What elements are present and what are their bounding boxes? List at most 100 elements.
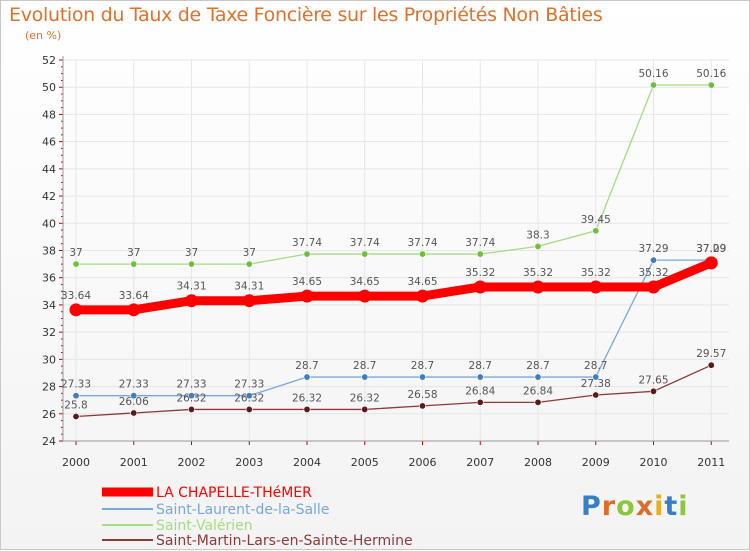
series-0-value-label: 34.31 — [234, 281, 264, 293]
chart-title: Evolution du Taux de Taxe Foncière sur l… — [9, 4, 603, 26]
series-2-value-label: 37.74 — [350, 237, 380, 249]
series-3-point — [245, 405, 253, 413]
logo-letter: r — [601, 491, 617, 522]
y-tick-label: 36 — [42, 272, 56, 285]
series-1-point — [188, 392, 196, 400]
series-0-point — [358, 289, 372, 303]
series-2-point — [534, 242, 542, 250]
series-1-line — [75, 259, 712, 397]
series-1-value-label: 27.33 — [61, 379, 91, 391]
series-3-line — [75, 364, 712, 418]
y-tick-label: 34 — [42, 299, 56, 312]
series-2-value-label: 37 — [243, 247, 256, 259]
series-3-value-label: 29.57 — [696, 348, 726, 360]
series-0-value-label: 35.32 — [465, 267, 495, 279]
series-1-point — [418, 373, 426, 381]
series-1-value-label: 28.7 — [584, 360, 607, 372]
x-tick-label: 2011 — [697, 456, 725, 469]
series-1-point — [476, 373, 484, 381]
series-3-point — [72, 413, 80, 421]
logo-letter: P — [581, 491, 602, 522]
x-tick-label: 2004 — [293, 456, 321, 469]
series-2-point — [303, 250, 311, 258]
series-3-value-label: 26.32 — [292, 392, 322, 404]
y-tick-label: 44 — [42, 163, 56, 176]
series-3-point — [592, 391, 600, 399]
series-0-value-label: 34.65 — [407, 276, 437, 288]
series-3-point — [188, 405, 196, 413]
legend-label: Saint-Laurent-de-la-Salle — [156, 502, 329, 518]
series-2-value-label: 39.45 — [581, 214, 611, 226]
proxiti-logo: Proxiti — [581, 491, 689, 522]
series-0-value-label: 35.32 — [581, 267, 611, 279]
series-1-value-label: 28.7 — [295, 360, 318, 372]
series-1-value-label: 27.33 — [234, 379, 264, 391]
series-0-value-label: 35.32 — [523, 267, 553, 279]
x-tick-label: 2005 — [351, 456, 379, 469]
series-3-point — [476, 398, 484, 406]
logo-letter: t — [664, 491, 679, 522]
legend-label: Saint-Valérien — [156, 518, 253, 534]
series-3-value-label: 25.8 — [64, 400, 87, 412]
series-2-point — [418, 250, 426, 258]
series-3-value-label: 26.06 — [119, 396, 149, 408]
series-0-point — [185, 294, 198, 308]
y-tick-label: 52 — [42, 54, 56, 67]
series-1-point — [130, 392, 138, 400]
series-0-point — [589, 280, 603, 294]
series-1-value-label: 37.29 — [638, 243, 668, 255]
x-tick-label: 2008 — [524, 456, 552, 469]
y-tick-label: 50 — [42, 81, 56, 94]
logo-letter: i — [654, 491, 665, 522]
series-1-point — [534, 373, 542, 381]
series-0-point — [531, 280, 545, 294]
series-1-value-label: 28.7 — [411, 360, 434, 372]
series-3-value-label: 26.84 — [465, 385, 495, 397]
series-1-point — [592, 373, 600, 381]
y-tick-label: 26 — [42, 408, 56, 421]
y-tick-label: 28 — [42, 381, 56, 394]
series-2-value-label: 37 — [69, 247, 82, 259]
series-0-line — [71, 258, 716, 315]
logo-letter: i — [678, 491, 689, 522]
series-1-point — [303, 373, 311, 381]
series-1-value-label: 28.7 — [526, 360, 549, 372]
x-tick-label: 2000 — [62, 456, 90, 469]
chart-subtitle: (en %) — [25, 29, 62, 42]
series-0-value-label: 35.32 — [638, 267, 668, 279]
axes: 24 26 28 30 32 34 36 38 40 42 44 46 48 50 52 2000 2001 20… — [42, 54, 729, 469]
y-tick-label: 30 — [42, 353, 56, 366]
series-2-line — [75, 84, 712, 265]
series-0-point — [704, 256, 718, 270]
series-0-point — [242, 294, 256, 308]
legend-label: LA CHAPELLE-THéMER — [156, 485, 312, 501]
series-3-point — [361, 405, 369, 413]
x-tick-label: 2009 — [582, 456, 610, 469]
series-3-point — [130, 409, 138, 417]
grid — [63, 59, 729, 442]
series-3-point — [418, 402, 426, 410]
x-tick-label: 2010 — [640, 456, 668, 469]
series-2-point — [476, 250, 484, 258]
series-0-value-label: 34.65 — [350, 276, 380, 288]
series-2-value-label: 50.16 — [638, 68, 668, 80]
series-3-value-label: 27.65 — [638, 374, 668, 386]
series-0-value-label: 37.09 — [696, 243, 726, 255]
series-3-value-label: 26.32 — [350, 392, 380, 404]
series-1-point — [361, 373, 369, 381]
series-2-value-label: 37.74 — [292, 237, 322, 249]
y-tick-label: 42 — [42, 190, 56, 203]
series-2-point — [72, 260, 80, 268]
series-1-value-label: 28.7 — [469, 360, 492, 372]
y-tick-label: 32 — [42, 326, 56, 339]
series-1-point — [649, 256, 657, 264]
series-3-value-label: 26.58 — [407, 389, 437, 401]
series-0-point — [300, 289, 314, 303]
series-2-point — [592, 227, 600, 235]
series-2-point — [130, 260, 138, 268]
series-0-value-label: 34.65 — [292, 276, 322, 288]
x-tick-label: 2001 — [120, 456, 148, 469]
series-2-value-label: 37.74 — [465, 237, 495, 249]
